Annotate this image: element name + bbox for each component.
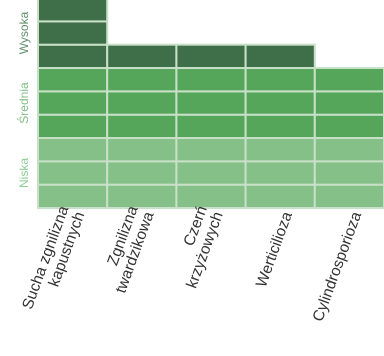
bar-cell-cylindrosporioza-niska-1: [313, 183, 384, 209]
bar-cell-sucha-zgnilizna-kapustnych-wysoka-3: [37, 0, 109, 23]
bar-cell-sucha-zgnilizna-kapustnych-wysoka-1: [37, 43, 109, 70]
bar-cell-sucha-zgnilizna-kapustnych-niska-1: [37, 183, 109, 209]
x-label-cylindrosporioza: Cylindrosporioza: [310, 209, 366, 324]
x-label-line: Cylindrosporioza: [310, 209, 366, 324]
bar-cell-cylindrosporioza-srednia-1: [313, 113, 384, 140]
y-label-srednia: Średnia: [16, 82, 31, 124]
bar-cell-czern-krzyzowych-niska-2: [175, 160, 247, 186]
bar-cell-zgnilizna-twardzikowa-srednia-3: [106, 67, 178, 93]
bar-cell-czern-krzyzowych-srednia-2: [175, 90, 247, 116]
bar-cell-werticilioza-niska-3: [244, 137, 316, 163]
bar-cell-cylindrosporioza-srednia-2: [313, 90, 384, 116]
bar-cell-werticilioza-wysoka-1: [244, 43, 316, 70]
bar-cell-zgnilizna-twardzikowa-srednia-1: [106, 113, 178, 140]
bar-cell-zgnilizna-twardzikowa-srednia-2: [106, 90, 178, 116]
bar-cell-cylindrosporioza-niska-3: [313, 137, 384, 163]
bar-cell-czern-krzyzowych-niska-1: [175, 183, 247, 209]
bar-cell-cylindrosporioza-niska-2: [313, 160, 384, 186]
y-axis-labels: Niska Średnia Wysoka: [16, 11, 31, 188]
bar-cell-zgnilizna-twardzikowa-niska-3: [106, 137, 178, 163]
bar-cell-werticilioza-srednia-1: [244, 113, 316, 140]
bar-cell-werticilioza-niska-1: [244, 183, 316, 209]
bar-cell-werticilioza-srednia-3: [244, 67, 316, 93]
bar-cell-czern-krzyzowych-srednia-3: [175, 67, 247, 93]
bar-cell-zgnilizna-twardzikowa-wysoka-1: [106, 43, 178, 70]
x-label-line: Werticilioza: [253, 209, 296, 289]
bar-cell-cylindrosporioza-srednia-3: [313, 67, 384, 93]
bar-cell-sucha-zgnilizna-kapustnych-srednia-3: [37, 67, 109, 93]
bar-cell-sucha-zgnilizna-kapustnych-niska-3: [37, 137, 109, 163]
bar-cell-zgnilizna-twardzikowa-niska-2: [106, 160, 178, 186]
bar-cell-sucha-zgnilizna-kapustnych-srednia-2: [37, 90, 109, 116]
bar-cell-sucha-zgnilizna-kapustnych-wysoka-2: [37, 20, 109, 46]
bar-cell-werticilioza-srednia-2: [244, 90, 316, 116]
bar-cell-czern-krzyzowych-niska-3: [175, 137, 247, 163]
y-label-niska: Niska: [17, 158, 31, 188]
bar-cell-werticilioza-niska-2: [244, 160, 316, 186]
bar-cell-czern-krzyzowych-srednia-1: [175, 113, 247, 140]
bar-cell-zgnilizna-twardzikowa-niska-1: [106, 183, 178, 209]
bar-cell-sucha-zgnilizna-kapustnych-srednia-1: [37, 113, 109, 140]
chart-cells: [37, 0, 384, 209]
bar-cell-sucha-zgnilizna-kapustnych-niska-2: [37, 160, 109, 186]
y-label-wysoka: Wysoka: [17, 11, 31, 54]
x-label-werticilioza: Werticilioza: [253, 209, 296, 289]
bar-cell-czern-krzyzowych-wysoka-1: [175, 43, 247, 70]
